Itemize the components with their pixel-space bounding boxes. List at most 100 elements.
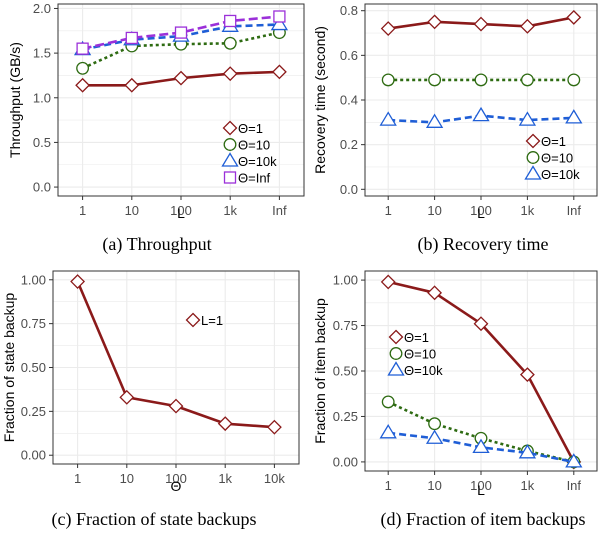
y-tick-label: 0.25 <box>21 404 46 419</box>
x-tick-label: 10 <box>120 471 134 486</box>
x-tick-label: 100 <box>470 478 492 493</box>
legend-label: Θ=1 <box>541 134 566 149</box>
data-point <box>124 77 140 93</box>
legend-label: Θ=10k <box>238 154 277 169</box>
data-point <box>380 274 396 290</box>
y-tick-label: 0.75 <box>333 318 358 333</box>
y-tick-label: 0.5 <box>33 135 51 150</box>
data-point <box>567 73 581 87</box>
legend-label: Θ=10 <box>541 151 573 166</box>
x-tick-label: Inf <box>272 203 287 218</box>
legend-key <box>526 151 540 164</box>
data-point <box>76 61 90 75</box>
x-tick-label: 10 <box>125 203 139 218</box>
x-tick-label: 100 <box>470 203 492 218</box>
data-point <box>125 31 138 45</box>
legend-key <box>222 120 238 136</box>
legend-key <box>525 133 541 149</box>
data-point <box>273 10 286 23</box>
legend-label: Θ=10 <box>238 138 270 153</box>
data-point <box>519 367 535 383</box>
data-point <box>425 429 444 444</box>
x-tick-label: 1k <box>521 203 535 218</box>
x-axis-title: L <box>477 205 485 221</box>
data-point <box>271 64 287 80</box>
y-tick-label: 0.2 <box>340 137 358 152</box>
legend-label: Θ=1 <box>404 330 429 345</box>
legend-label: Θ=Inf <box>238 171 271 186</box>
data-point <box>174 26 188 39</box>
y-tick-label: 0.00 <box>21 448 46 463</box>
y-tick-label: 0.75 <box>21 316 46 331</box>
x-tick-label: Inf <box>567 478 582 493</box>
y-tick-label: 1.5 <box>33 46 51 61</box>
data-point <box>566 9 582 25</box>
data-point <box>270 15 289 31</box>
x-tick-label: 100 <box>165 471 187 486</box>
x-tick-label: 10k <box>264 471 285 486</box>
data-point <box>381 73 395 87</box>
data-point <box>222 66 238 82</box>
y-tick-label: 1.0 <box>33 90 51 105</box>
data-point <box>428 73 442 87</box>
legend-label: Θ=10 <box>404 347 436 362</box>
legend-key <box>388 329 404 345</box>
x-tick-label: 1k <box>218 471 232 486</box>
panel-caption: (b) Recovery time <box>418 234 549 255</box>
x-tick-label: 10 <box>427 478 441 493</box>
legend-key <box>389 347 403 360</box>
y-tick-label: 0.4 <box>340 93 358 108</box>
x-tick-label: 1 <box>385 203 392 218</box>
data-point <box>518 444 537 459</box>
x-tick-label: 100 <box>170 203 192 218</box>
data-point <box>223 36 237 50</box>
x-axis-title: L <box>177 205 185 221</box>
data-point <box>380 21 396 36</box>
data-point <box>76 42 89 55</box>
y-tick-label: 0.6 <box>340 48 358 63</box>
panel-caption: (d) Fraction of item backups <box>381 509 586 530</box>
legend-key <box>221 152 239 167</box>
y-axis-title: Fraction of item backup <box>312 298 328 444</box>
chart-panel-2: 0.0 0.2 0.4 0.6 0.8 1 10 100 1k Inf L Recovery time… <box>312 3 598 255</box>
legend-key <box>185 312 201 328</box>
x-axis-title: Θ <box>171 478 182 494</box>
y-tick-label: 0.50 <box>333 364 358 379</box>
data-point <box>425 113 444 128</box>
data-point <box>427 285 443 301</box>
legend-label: L=1 <box>201 313 223 328</box>
chart-panel-4: 0.00 0.25 0.50 0.75 1.00 1 10 100 1k Inf L Fraction… <box>312 270 598 530</box>
legend-label: Θ=10k <box>541 167 580 182</box>
data-point <box>520 73 534 87</box>
data-point <box>472 106 490 122</box>
data-point <box>217 416 233 432</box>
x-tick-label: 1 <box>74 471 81 486</box>
legend-key <box>223 171 237 184</box>
y-tick-label: 0.0 <box>340 182 358 197</box>
data-point <box>119 389 135 405</box>
data-point <box>565 109 583 124</box>
data-point <box>474 73 488 87</box>
x-tick-label: 1 <box>385 478 392 493</box>
data-point <box>518 111 537 126</box>
data-point <box>519 18 535 34</box>
data-point <box>473 316 489 332</box>
data-point <box>75 77 91 93</box>
data-point <box>70 274 86 289</box>
data-point <box>565 453 583 468</box>
data-point <box>427 14 443 30</box>
data-point <box>472 438 490 454</box>
x-tick-label: 10 <box>427 203 441 218</box>
legend-key <box>524 165 542 180</box>
chart-panel-3: 0.00 0.25 0.50 0.75 1.00 1 10 100 1k 10k Θ Fraction… <box>1 270 300 530</box>
y-tick-label: 0.50 <box>21 360 46 375</box>
x-axis-title: L <box>477 482 485 498</box>
y-tick-label: 0.25 <box>333 409 358 424</box>
y-tick-label: 1.00 <box>333 273 358 288</box>
chart-panel-1: 0.0 0.5 1.0 1.5 2.0 1 10 100 1k Inf L Throughput (G… <box>7 1 305 255</box>
data-point <box>224 14 237 28</box>
y-axis-title: Fraction of state backup <box>1 293 17 443</box>
data-point <box>173 70 189 86</box>
data-point <box>379 424 397 439</box>
legend-label: Θ=1 <box>238 121 263 136</box>
